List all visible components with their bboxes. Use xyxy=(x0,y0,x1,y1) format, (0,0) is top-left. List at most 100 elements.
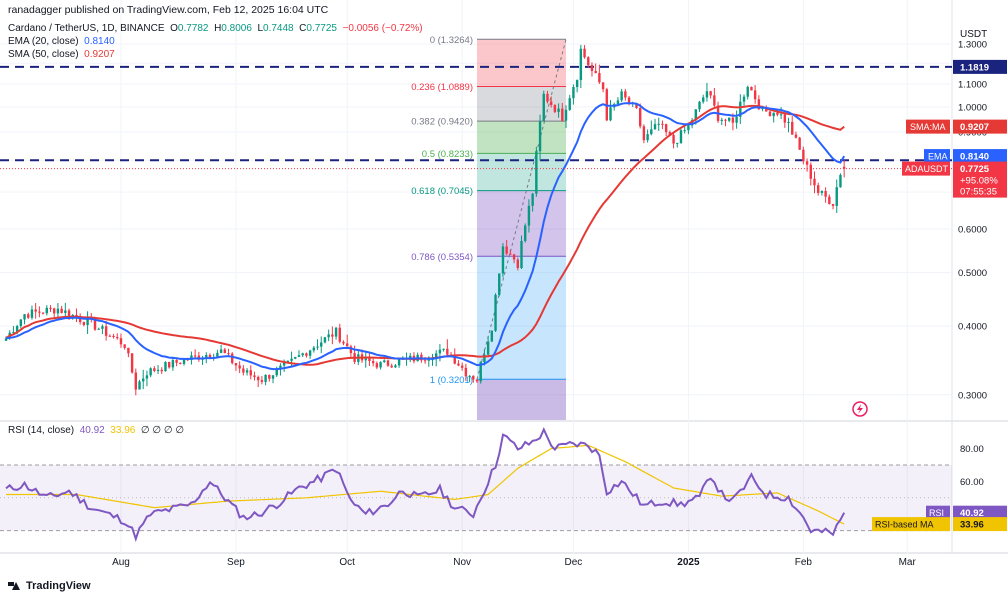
candle-body xyxy=(727,117,731,121)
candle xyxy=(653,118,657,130)
sma-legend-label: SMA (50, close) xyxy=(8,49,79,60)
candle xyxy=(572,84,575,105)
candle xyxy=(464,363,468,381)
ema-legend[interactable]: EMA (20, close) 0.8140 xyxy=(8,35,423,48)
candle-body xyxy=(609,107,612,121)
candle xyxy=(486,336,490,358)
candle xyxy=(509,249,512,255)
candle-body xyxy=(676,142,679,144)
candle-body xyxy=(627,97,631,104)
rsi-ma-name-tag-label: RSI-based MA xyxy=(875,520,934,530)
candle xyxy=(231,352,234,365)
time-tick-label-1: Sep xyxy=(227,557,245,568)
rsi-legend[interactable]: RSI (14, close) 40.92 33.96 ∅ ∅ ∅ ∅ xyxy=(8,424,184,437)
ema-name-tag-label: EMA xyxy=(928,152,948,162)
candle-body xyxy=(297,355,301,357)
candle-body xyxy=(427,359,430,361)
lightning-icon-bolt xyxy=(857,404,863,414)
candle xyxy=(238,361,241,374)
candle xyxy=(646,129,649,143)
candle xyxy=(145,370,149,387)
candle xyxy=(108,334,112,337)
candle-body xyxy=(156,369,160,372)
candle xyxy=(553,104,557,114)
candle xyxy=(538,114,542,161)
rsi-pane[interactable] xyxy=(0,427,952,543)
candle-body xyxy=(323,337,327,343)
candle-body xyxy=(776,112,779,115)
candle xyxy=(498,273,501,297)
candle xyxy=(45,305,49,316)
time-tick-label-4: Dec xyxy=(565,557,583,568)
ema-legend-label: EMA (20, close) xyxy=(8,36,79,47)
time-tick-label-2: Oct xyxy=(339,557,355,568)
candle-body xyxy=(86,318,89,326)
candle-body xyxy=(78,317,82,323)
candle-body xyxy=(223,349,227,354)
candle xyxy=(23,314,26,325)
fib-label-0.236: 0.236 (1.0889) xyxy=(411,82,473,93)
symbol-name: Cardano / TetherUS, 1D, BINANCE xyxy=(8,23,165,34)
candles[interactable] xyxy=(4,44,846,396)
candle xyxy=(475,379,479,383)
candle-body xyxy=(216,352,219,358)
candle-body xyxy=(112,335,115,338)
candle-body xyxy=(301,353,304,356)
time-tick-label-7: Mar xyxy=(899,557,917,568)
ema-20-line[interactable] xyxy=(5,102,846,371)
candle xyxy=(583,45,586,59)
candle-body xyxy=(116,337,119,339)
price-tick-label-2: 1.1000 xyxy=(958,80,987,91)
rsi-ma-line[interactable] xyxy=(6,444,845,525)
candle-body xyxy=(331,334,334,337)
candle xyxy=(316,339,319,351)
candle xyxy=(312,345,316,353)
candle-body xyxy=(535,151,538,194)
candle xyxy=(219,344,223,354)
candle xyxy=(223,347,227,354)
candle xyxy=(442,348,445,352)
candle xyxy=(494,293,497,332)
lightning-icon[interactable] xyxy=(852,401,868,417)
candle xyxy=(683,126,686,134)
candle-body xyxy=(616,100,620,105)
tradingview-logo[interactable]: TradingView xyxy=(8,580,91,592)
candle xyxy=(735,110,738,129)
horizontal-level-tag-0 xyxy=(953,59,1007,74)
candle xyxy=(794,131,798,139)
candle-body xyxy=(779,114,783,116)
open-label: O xyxy=(170,23,178,34)
rsi-tick-label-0: 80.00 xyxy=(960,444,984,455)
candle-body xyxy=(308,350,312,356)
fib-zone-0.5 xyxy=(477,153,567,191)
candle-body xyxy=(227,353,230,355)
candle xyxy=(301,352,304,357)
last-price-value: 0.7725 xyxy=(960,164,990,175)
ema-tag-value: 0.8140 xyxy=(960,152,989,163)
fib-zone-0.236 xyxy=(477,86,567,122)
candle-body xyxy=(119,338,123,345)
rsi-line[interactable] xyxy=(5,427,846,543)
candle xyxy=(64,302,67,318)
candle-body xyxy=(208,355,212,358)
candle-body xyxy=(101,326,104,329)
candle xyxy=(149,367,152,378)
candle-body xyxy=(38,311,41,313)
candle-body xyxy=(397,359,401,366)
sma-legend[interactable]: SMA (50, close) 0.9207 xyxy=(8,48,423,61)
candle-body xyxy=(104,326,108,336)
symbol-legend[interactable]: Cardano / TetherUS, 1D, BINANCE O0.7782 … xyxy=(8,22,423,35)
candle-body xyxy=(735,116,738,123)
ema-tag xyxy=(953,149,1007,164)
candle-body xyxy=(145,375,149,379)
candle xyxy=(661,120,664,130)
candle-body xyxy=(379,362,382,368)
candle-body xyxy=(690,120,694,126)
price-tick-label-0: 1.3000 xyxy=(958,40,987,51)
candle xyxy=(97,327,100,330)
candle-body xyxy=(375,363,379,368)
time-tick-label-5: 2025 xyxy=(677,557,700,568)
candle xyxy=(4,336,8,341)
candle xyxy=(60,305,63,314)
